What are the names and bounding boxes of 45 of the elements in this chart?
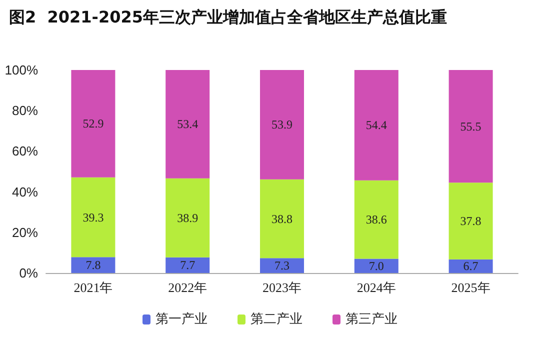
- data-label: 7.3: [274, 258, 290, 273]
- bar: [260, 179, 304, 258]
- x-tick-label: 2022年: [168, 280, 208, 295]
- data-label: 55.5: [460, 119, 482, 134]
- data-label: 7.8: [86, 258, 101, 272]
- bar: [260, 258, 304, 273]
- data-label: 39.3: [82, 210, 104, 224]
- y-tick-label: 40%: [12, 184, 38, 200]
- legend-label: 第一产业: [156, 312, 208, 327]
- data-label: 6.7: [463, 259, 478, 274]
- y-tick-label: 100%: [4, 62, 38, 78]
- data-label: 38.9: [177, 210, 198, 225]
- legend-label: 第二产业: [250, 312, 302, 327]
- x-tick-label: 2025年: [451, 280, 490, 295]
- chart-title: 图2 2021-2025年三次产业增加值占全省地区生产总值比重: [9, 8, 447, 26]
- bar: [448, 70, 493, 183]
- bar: [354, 258, 398, 273]
- bar: [166, 178, 210, 258]
- y-tick-label: 80%: [12, 103, 38, 118]
- bar: [260, 70, 304, 180]
- x-tick-label: 2024年: [356, 280, 396, 295]
- y-tick-label: 20%: [12, 224, 38, 240]
- data-label: 38.8: [272, 212, 292, 226]
- bar: [166, 70, 210, 178]
- data-label: 54.4: [366, 118, 387, 132]
- bar: [354, 180, 398, 259]
- bar: [71, 70, 116, 178]
- y-tick-label: 0%: [19, 266, 38, 280]
- x-tick-label: 2023年: [262, 280, 302, 295]
- data-label: 7.7: [180, 258, 196, 272]
- bar: [166, 257, 210, 273]
- data-label: 53.4: [177, 117, 198, 132]
- bar: [71, 257, 116, 273]
- bar: [448, 182, 493, 260]
- bar: [71, 177, 116, 258]
- bar: [354, 70, 398, 180]
- x-tick-label: 2021年: [74, 280, 113, 295]
- bar: [448, 259, 493, 273]
- data-label: 53.9: [272, 118, 292, 132]
- data-label: 38.6: [366, 212, 387, 227]
- y-tick-label: 60%: [12, 144, 38, 159]
- data-label: 37.8: [460, 214, 482, 228]
- data-label: 52.9: [82, 116, 104, 131]
- legend-label: 第三产业: [346, 312, 398, 327]
- data-label: 7.0: [368, 258, 384, 273]
